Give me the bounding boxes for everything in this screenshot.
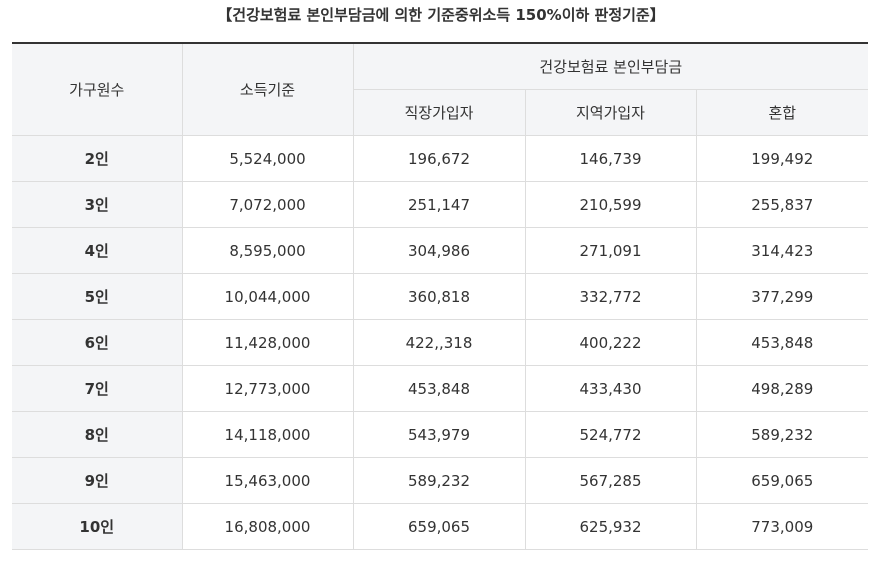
regional-cell: 524,772 [525, 411, 697, 458]
income-cell: 14,118,000 [182, 411, 354, 458]
table-row: 3인 7,072,000 251,147 210,599 255,837 [12, 181, 869, 228]
income-cell: 11,428,000 [182, 319, 354, 366]
workplace-cell: 453,848 [353, 365, 526, 412]
workplace-cell: 304,986 [353, 227, 526, 274]
header-workplace: 직장가입자 [353, 89, 526, 136]
table-row: 5인 10,044,000 360,818 332,772 377,299 [12, 273, 869, 320]
regional-cell: 271,091 [525, 227, 697, 274]
household-cell: 10인 [12, 503, 183, 550]
mixed-cell: 453,848 [696, 319, 869, 366]
header-premium-group: 건강보험료 본인부담금 [353, 43, 869, 90]
criteria-table-wrapper: 가구원수 소득기준 건강보험료 본인부담금 직장가입자 지역가입자 혼합 2인 5… [12, 42, 869, 550]
household-cell: 8인 [12, 411, 183, 458]
household-cell: 9인 [12, 457, 183, 504]
table-row: 8인 14,118,000 543,979 524,772 589,232 [12, 411, 869, 458]
mixed-cell: 498,289 [696, 365, 869, 412]
table-header: 가구원수 소득기준 건강보험료 본인부담금 직장가입자 지역가입자 혼합 [12, 43, 869, 136]
mixed-cell: 659,065 [696, 457, 869, 504]
table-body: 2인 5,524,000 196,672 146,739 199,492 3인 7,072,… [12, 135, 869, 550]
header-income: 소득기준 [182, 43, 354, 136]
table-row: 9인 15,463,000 589,232 567,285 659,065 [12, 457, 869, 504]
workplace-cell: 659,065 [353, 503, 526, 550]
household-cell: 5인 [12, 273, 183, 320]
workplace-cell: 251,147 [353, 181, 526, 228]
household-cell: 6인 [12, 319, 183, 366]
income-cell: 7,072,000 [182, 181, 354, 228]
household-cell: 2인 [12, 135, 183, 182]
household-cell: 4인 [12, 227, 183, 274]
income-cell: 16,808,000 [182, 503, 354, 550]
income-cell: 10,044,000 [182, 273, 354, 320]
regional-cell: 567,285 [525, 457, 697, 504]
table-row: 6인 11,428,000 422,,318 400,222 453,848 [12, 319, 869, 366]
header-mixed: 혼합 [696, 89, 869, 136]
regional-cell: 332,772 [525, 273, 697, 320]
regional-cell: 210,599 [525, 181, 697, 228]
income-cell: 5,524,000 [182, 135, 354, 182]
mixed-cell: 589,232 [696, 411, 869, 458]
mixed-cell: 255,837 [696, 181, 869, 228]
workplace-cell: 543,979 [353, 411, 526, 458]
workplace-cell: 360,818 [353, 273, 526, 320]
mixed-cell: 314,423 [696, 227, 869, 274]
workplace-cell: 589,232 [353, 457, 526, 504]
table-row: 10인 16,808,000 659,065 625,932 773,009 [12, 503, 869, 550]
table-row: 7인 12,773,000 453,848 433,430 498,289 [12, 365, 869, 412]
income-cell: 15,463,000 [182, 457, 354, 504]
household-cell: 7인 [12, 365, 183, 412]
regional-cell: 146,739 [525, 135, 697, 182]
table-row: 4인 8,595,000 304,986 271,091 314,423 [12, 227, 869, 274]
regional-cell: 625,932 [525, 503, 697, 550]
header-household: 가구원수 [12, 43, 183, 136]
workplace-cell: 196,672 [353, 135, 526, 182]
income-cell: 12,773,000 [182, 365, 354, 412]
household-cell: 3인 [12, 181, 183, 228]
workplace-cell: 422,,318 [353, 319, 526, 366]
mixed-cell: 773,009 [696, 503, 869, 550]
regional-cell: 433,430 [525, 365, 697, 412]
mixed-cell: 377,299 [696, 273, 869, 320]
header-regional: 지역가입자 [525, 89, 697, 136]
criteria-table: 가구원수 소득기준 건강보험료 본인부담금 직장가입자 지역가입자 혼합 2인 5… [12, 42, 869, 550]
income-cell: 8,595,000 [182, 227, 354, 274]
regional-cell: 400,222 [525, 319, 697, 366]
mixed-cell: 199,492 [696, 135, 869, 182]
table-row: 2인 5,524,000 196,672 146,739 199,492 [12, 135, 869, 182]
table-caption: 【건강보험료 본인부담금에 의한 기준중위소득 150%이하 판정기준】 [217, 6, 665, 24]
